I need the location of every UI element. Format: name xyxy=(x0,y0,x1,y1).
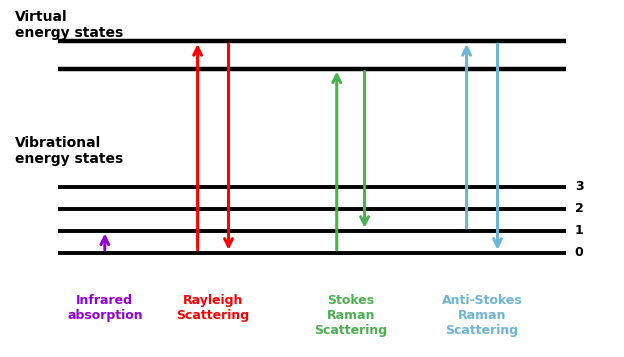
Text: Stokes
Raman
Scattering: Stokes Raman Scattering xyxy=(314,294,388,337)
Text: 2: 2 xyxy=(575,202,583,215)
Text: Infrared
absorption: Infrared absorption xyxy=(67,294,143,322)
Text: Virtual
energy states: Virtual energy states xyxy=(15,10,124,40)
Text: Anti-Stokes
Raman
Scattering: Anti-Stokes Raman Scattering xyxy=(442,294,522,337)
Text: 1: 1 xyxy=(575,224,583,237)
Text: 0: 0 xyxy=(575,246,583,259)
Text: Vibrational
energy states: Vibrational energy states xyxy=(15,136,124,166)
Text: 3: 3 xyxy=(575,180,583,193)
Text: Rayleigh
Scattering: Rayleigh Scattering xyxy=(177,294,250,322)
